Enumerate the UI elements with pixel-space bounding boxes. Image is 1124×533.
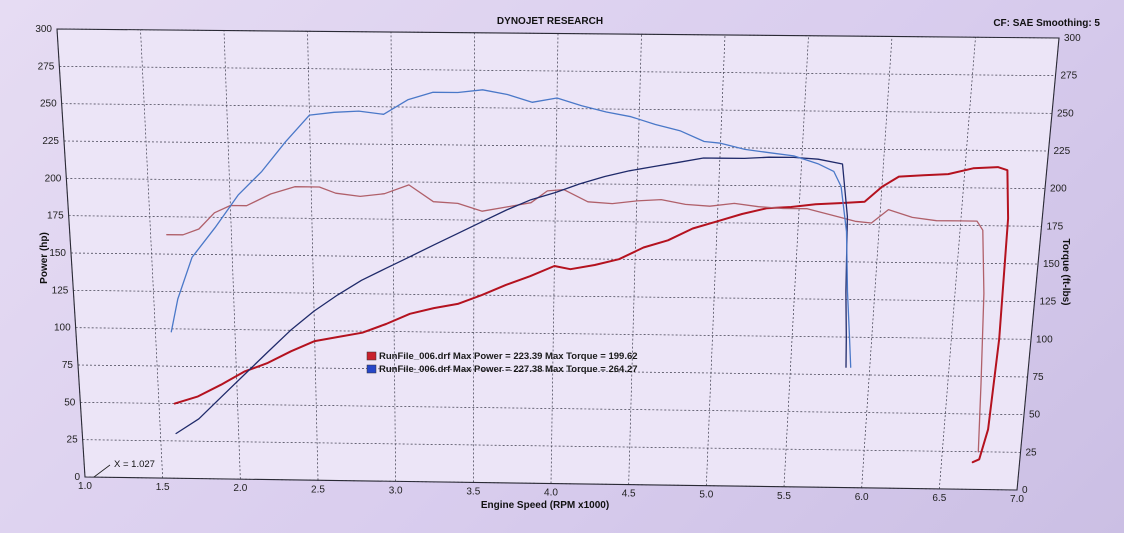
gridline-x — [390, 31, 397, 482]
x-tick-label: 4.5 — [622, 489, 636, 500]
cursor-readout-group: X = 1.027 — [93, 459, 155, 478]
gridline-y — [73, 289, 1035, 303]
cursor-pointer-line — [93, 464, 111, 478]
x-tick-label: 3.5 — [466, 486, 480, 497]
series-line-blue-torque — [170, 89, 852, 368]
legend-swatch-red — [366, 351, 377, 361]
x-tick-label: 7.0 — [1010, 494, 1024, 505]
y-left-tick-label: 0 — [74, 472, 80, 483]
chart-title: DYNOJET RESEARCH — [497, 16, 603, 27]
y-left-tick-label: 300 — [35, 24, 52, 35]
gridline-y — [70, 252, 1039, 265]
y-right-tick-label: 250 — [1057, 108, 1074, 119]
x-tick-label: 1.0 — [78, 481, 92, 492]
gridline-y — [66, 177, 1046, 190]
grid-lines — [56, 28, 1060, 491]
legend-entry-red: RunFile_006.drf Max Power = 223.39 Max T… — [379, 351, 638, 362]
gridline-y — [63, 140, 1049, 152]
plot-background — [57, 29, 1059, 490]
gridline-y — [75, 327, 1032, 340]
y-right-tick-label: 175 — [1047, 221, 1064, 232]
x-axis-title: Engine Speed (RPM x1000) — [481, 500, 609, 511]
series-lines — [166, 89, 1010, 464]
y-axis-left-title: Power (hp) — [39, 232, 50, 284]
x-tick-label: 2.5 — [311, 484, 325, 495]
y-left-tick-label: 275 — [38, 61, 55, 72]
series-line-red-power — [173, 166, 1010, 464]
gridline-x — [938, 37, 976, 489]
y-left-tick-label: 150 — [49, 248, 66, 259]
gridline-y — [82, 439, 1021, 453]
series-line-blue-power — [175, 156, 849, 435]
y-right-tick-label: 75 — [1033, 372, 1045, 383]
gridline-x — [472, 32, 475, 483]
y-right-tick-label: 25 — [1026, 447, 1038, 458]
x-tick-label: 1.5 — [156, 482, 170, 493]
gridline-x — [550, 33, 559, 484]
y-right-tick-label: 150 — [1043, 259, 1060, 270]
y-left-tick-label: 75 — [62, 360, 74, 371]
settings-readout: CF: SAE Smoothing: 5 — [993, 18, 1100, 29]
legend: RunFile_006.drf Max Power = 223.39 Max T… — [366, 351, 638, 375]
x-tick-label: 5.0 — [699, 490, 713, 501]
y-right-tick-label: 300 — [1064, 33, 1081, 44]
y-left-tick-label: 250 — [40, 99, 57, 110]
x-tick-label: 3.0 — [389, 485, 403, 496]
y-right-tick-label: 275 — [1061, 71, 1078, 82]
legend-swatch-blue — [366, 364, 377, 374]
y-left-tick-label: 200 — [45, 173, 62, 184]
gridline-y — [80, 401, 1025, 416]
y-left-tick-label: 50 — [64, 397, 76, 408]
x-tick-label: 2.0 — [233, 483, 247, 494]
x-tick-label: 6.5 — [932, 493, 946, 504]
plot-border — [56, 28, 1060, 491]
y-right-tick-label: 225 — [1054, 146, 1071, 157]
y-axis-right-title: Torque (ft-lbs) — [1060, 238, 1071, 305]
series-line-red-torque — [166, 184, 985, 453]
cursor-readout: X = 1.027 — [114, 459, 155, 470]
x-tick-label: 4.0 — [544, 488, 558, 499]
y-left-tick-label: 225 — [42, 136, 59, 147]
x-tick-label: 5.5 — [777, 491, 791, 502]
x-tick-label: 6.0 — [855, 492, 869, 503]
tick-labels: 1.0 1.5 2.0 2.5 3.0 3.5 4.0 4.5 5.0 5.5 6.0 6.5 7.00… — [35, 24, 1081, 505]
plot-frame — [56, 28, 1060, 491]
y-right-tick-label: 200 — [1050, 184, 1067, 195]
y-left-tick-label: 100 — [54, 323, 71, 334]
y-left-tick-label: 125 — [52, 285, 69, 296]
gridline-y — [61, 103, 1053, 114]
y-right-tick-label: 50 — [1029, 410, 1041, 421]
y-right-tick-label: 100 — [1036, 334, 1053, 345]
y-left-tick-label: 25 — [67, 435, 79, 446]
legend-entry-blue: RunFile_006.drf Max Power = 227.38 Max T… — [379, 364, 638, 375]
y-left-tick-label: 175 — [47, 211, 64, 222]
y-right-tick-label: 125 — [1040, 297, 1057, 308]
y-right-tick-label: 0 — [1022, 485, 1028, 496]
